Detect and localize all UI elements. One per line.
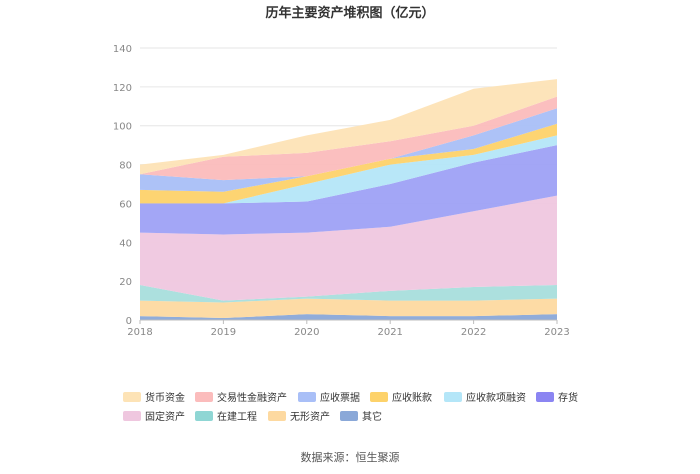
legend-label: 交易性金融资产 [217,391,287,404]
legend-label: 固定资产 [145,410,185,423]
legend-item[interactable]: 在建工程 [195,410,257,423]
series-areas [140,79,557,320]
data-source: 数据来源：恒生聚源 [301,450,400,464]
legend-item[interactable]: 应收票据 [298,391,360,404]
legend-swatch [444,392,462,402]
legend-swatch [123,411,141,421]
x-tick-label: 2021 [377,327,402,338]
y-tick-label: 140 [113,44,132,55]
y-tick-label: 120 [113,83,132,94]
area-series-0 [140,314,557,320]
y-tick-label: 100 [113,122,132,133]
x-tick-label: 2020 [294,327,319,338]
area-series-4 [140,145,557,235]
area-series-7 [140,108,557,192]
legend-label: 应收票据 [320,391,360,404]
axes: 2018 2019 2020 2021 2022 2023 [127,319,570,338]
area-series-9 [140,79,557,175]
chart-title: 历年主要资产堆积图（亿元） [265,5,434,21]
legend-swatch [536,392,554,402]
legend-swatch [298,392,316,402]
y-tick-label: 0 [126,316,132,327]
x-tick-label: 2023 [544,327,569,338]
x-tick-label: 2018 [127,327,152,338]
legend-item[interactable]: 货币资金 [123,391,185,404]
area-series-1 [140,298,557,319]
area-series-3 [140,195,557,301]
legend-label: 无形资产 [290,410,330,423]
legend-swatch [195,411,213,421]
legend-swatch [195,392,213,402]
legend-item[interactable]: 无形资产 [268,410,330,423]
y-tick-label: 80 [119,161,132,172]
legend-label: 应收款项融资 [466,391,526,404]
legend-swatch [370,392,388,402]
x-tick-label: 2022 [461,327,486,338]
area-series-6 [140,123,557,204]
legend-label: 货币资金 [145,391,185,404]
legend-item[interactable]: 存货 [536,391,578,404]
x-tick-label: 2019 [211,327,236,338]
legend-label: 其它 [362,410,382,423]
legend-item[interactable]: 应收账款 [370,391,432,404]
legend-label: 存货 [558,391,578,404]
y-tick-label: 20 [119,277,132,288]
y-tick-label: 60 [119,199,132,210]
legend-label: 应收账款 [392,391,432,404]
legend-swatch [268,411,286,421]
legend-item[interactable]: 应收款项融资 [444,391,526,404]
legend-label: 在建工程 [217,410,257,423]
legend-swatch [340,411,358,421]
legend-item[interactable]: 其它 [340,410,382,423]
area-series-5 [140,135,557,204]
legend-item[interactable]: 交易性金融资产 [195,391,287,404]
area-series-8 [140,96,557,181]
legend-swatch [123,392,141,402]
y-tick-label: 40 [119,238,132,249]
legend-item[interactable]: 固定资产 [123,410,185,423]
